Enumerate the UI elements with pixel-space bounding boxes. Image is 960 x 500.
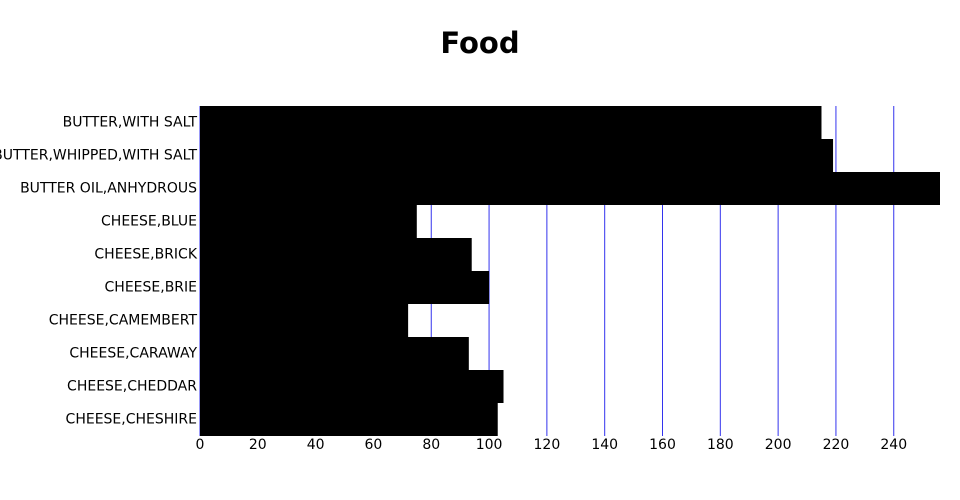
bar <box>200 205 417 238</box>
x-tick-label: 60 <box>365 437 383 453</box>
y-tick-label: CHEESE,BLUE <box>101 214 197 230</box>
y-tick-label: CHEESE,CARAWAY <box>69 346 197 362</box>
x-tick-label: 120 <box>534 437 561 453</box>
y-tick-label: CHEESE,BRIE <box>105 280 197 296</box>
y-tick-label: CHEESE,CHESHIRE <box>66 412 197 428</box>
chart-title: Food <box>440 26 519 60</box>
x-tick-label: 0 <box>196 437 205 453</box>
x-tick-label: 180 <box>707 437 734 453</box>
y-tick-label: BUTTER OIL,ANHYDROUS <box>20 181 197 197</box>
x-tick-label: 220 <box>823 437 850 453</box>
y-tick-label: BUTTER,WHIPPED,WITH SALT <box>0 148 197 164</box>
bar <box>200 403 498 436</box>
x-tick-label: 160 <box>649 437 676 453</box>
bar <box>200 304 409 337</box>
bar <box>200 106 822 139</box>
x-tick-label: 80 <box>422 437 440 453</box>
bar <box>200 370 504 403</box>
x-tick-label: 240 <box>880 437 907 453</box>
x-tick-label: 20 <box>249 437 267 453</box>
x-tick-label: 200 <box>765 437 792 453</box>
x-tick-label: 40 <box>307 437 325 453</box>
y-tick-label: CHEESE,CHEDDAR <box>67 379 197 395</box>
x-tick-label: 100 <box>476 437 503 453</box>
bar <box>200 271 490 304</box>
y-tick-label: CHEESE,CAMEMBERT <box>49 313 198 329</box>
bar <box>200 172 940 205</box>
bar <box>200 238 472 271</box>
y-tick-label: BUTTER,WITH SALT <box>63 115 198 131</box>
bar <box>200 337 469 370</box>
x-tick-label: 140 <box>591 437 618 453</box>
y-tick-label: CHEESE,BRICK <box>94 247 197 263</box>
bar <box>200 139 834 172</box>
